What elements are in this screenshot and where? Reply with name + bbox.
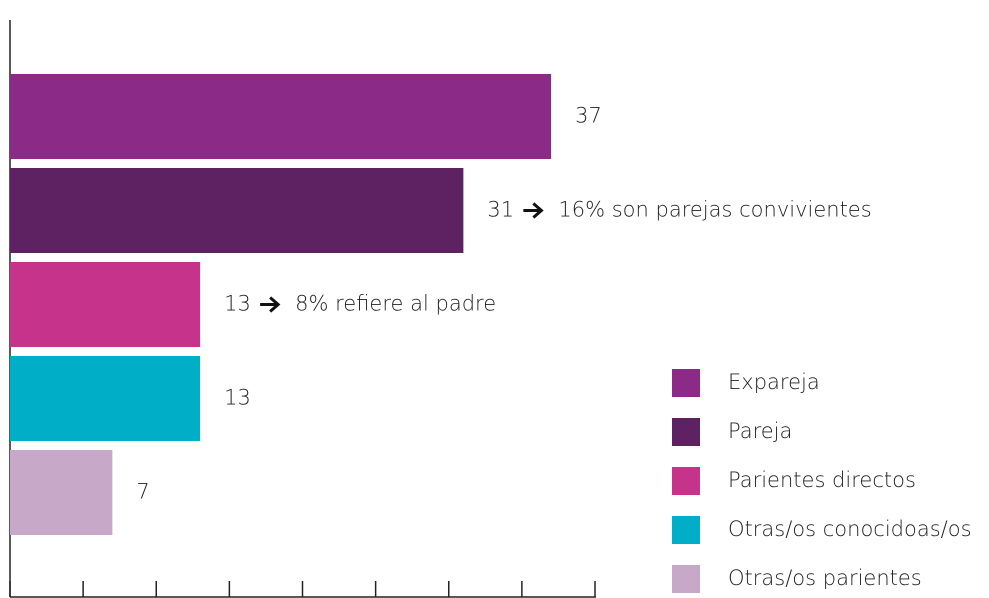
value-label: 13 bbox=[224, 386, 251, 410]
arrow bbox=[260, 296, 281, 313]
legend-swatch bbox=[672, 516, 700, 544]
value-label: 7 bbox=[136, 480, 149, 504]
legend-label: Pareja bbox=[728, 419, 792, 443]
legend-swatch bbox=[672, 565, 700, 593]
annotation: 16% son parejas convivientes bbox=[558, 198, 871, 222]
legend-swatch bbox=[672, 467, 700, 495]
bar bbox=[10, 74, 552, 159]
value-label: 31 bbox=[487, 198, 514, 222]
bar bbox=[10, 450, 113, 535]
value-label: 37 bbox=[575, 104, 602, 128]
legend-label: Otras/os conocidoas/os bbox=[728, 517, 972, 541]
legend-label: Expareja bbox=[728, 370, 820, 394]
arrow bbox=[523, 202, 544, 219]
legend-label: Otras/os parientes bbox=[728, 566, 922, 590]
legend-label: Parientes directos bbox=[728, 468, 916, 492]
value-label: 13 bbox=[224, 292, 251, 316]
bar bbox=[10, 356, 201, 441]
bar bbox=[10, 262, 201, 347]
legend-swatch bbox=[672, 418, 700, 446]
legend-swatch bbox=[672, 369, 700, 397]
bar bbox=[10, 168, 464, 253]
annotation: 8% refiere al padre bbox=[295, 292, 496, 316]
